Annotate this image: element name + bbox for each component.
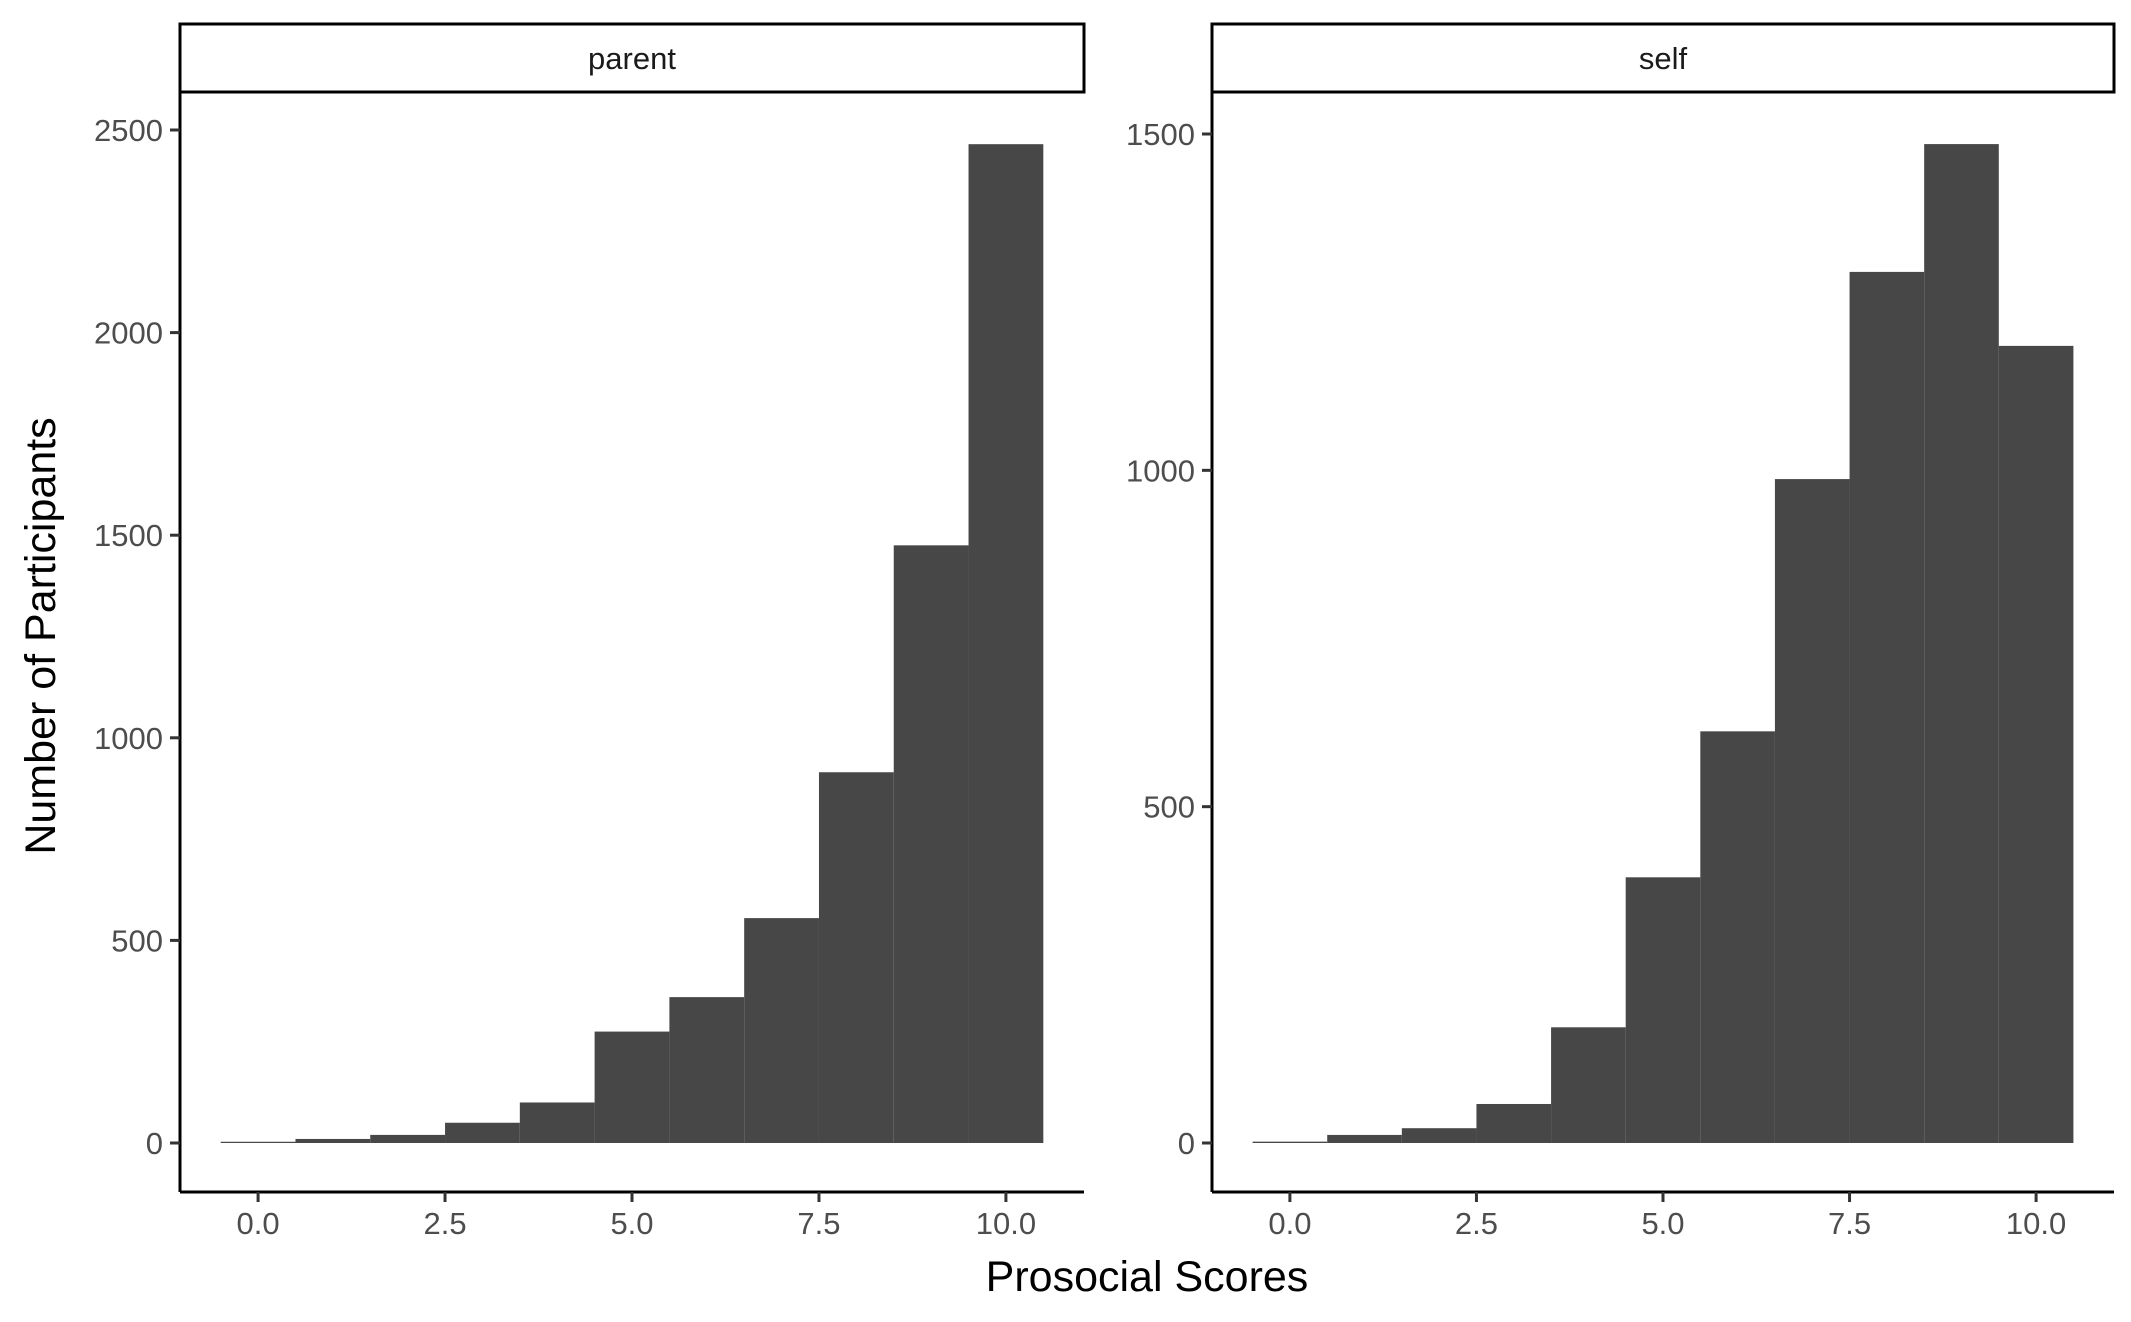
x-tick-label: 5.0 xyxy=(1641,1206,1684,1241)
y-tick-label: 1500 xyxy=(94,518,163,553)
histogram-bar xyxy=(1700,731,1775,1143)
x-tick-label: 0.0 xyxy=(1268,1206,1311,1241)
y-tick-label: 2000 xyxy=(94,316,163,351)
x-tick-label: 7.5 xyxy=(797,1206,840,1241)
x-tick-label: 7.5 xyxy=(1828,1206,1871,1241)
histogram-bar xyxy=(968,144,1044,1143)
histogram-bar xyxy=(220,1141,296,1143)
histogram-bar xyxy=(594,1031,670,1143)
x-axis-title: Prosocial Scores xyxy=(986,1253,1309,1301)
y-tick-label: 0 xyxy=(146,1126,163,1161)
y-tick-label: 0 xyxy=(1178,1126,1195,1161)
y-tick-label: 500 xyxy=(111,923,163,958)
histogram-bar xyxy=(1252,1141,1328,1143)
facet-strip xyxy=(178,22,1086,94)
histogram-bar xyxy=(370,1134,446,1143)
histogram-bar xyxy=(744,918,819,1143)
histogram-bar xyxy=(1625,877,1701,1143)
x-tick-label: 10.0 xyxy=(976,1206,1036,1241)
y-tick-label: 1000 xyxy=(94,721,163,756)
histogram-bar xyxy=(519,1102,595,1143)
facet-strip xyxy=(1210,22,2116,94)
facet-strip-label: parent xyxy=(588,41,676,76)
histogram-bar xyxy=(1849,271,1925,1143)
facet-panel-self: self 0 500 1000 1500 0.0 2.5 5.0 7.5 10.0 xyxy=(1126,22,2116,1241)
histogram-bar xyxy=(1551,1027,1626,1143)
histogram-bar xyxy=(1774,479,1850,1143)
histogram-bar xyxy=(1327,1134,1402,1143)
facet-panel-parent: parent 0 500 1000 1500 2000 2500 0.0 2.5 5.0 7.5 10… xyxy=(94,22,1086,1241)
x-tick-label: 2.5 xyxy=(1455,1206,1498,1241)
histogram-bar xyxy=(295,1138,371,1143)
y-tick-label: 500 xyxy=(1143,790,1195,825)
x-tick-label: 2.5 xyxy=(423,1206,466,1241)
histogram-bar xyxy=(1924,144,1999,1144)
y-tick-label: 2500 xyxy=(94,113,163,148)
histogram-bar xyxy=(669,997,745,1143)
y-tick-label: 1000 xyxy=(1126,453,1195,488)
y-axis-title: Number of Participants xyxy=(17,417,65,854)
histogram-bar xyxy=(1998,345,2074,1143)
histogram-bar xyxy=(1476,1103,1552,1143)
x-tick-label: 10.0 xyxy=(2006,1206,2066,1241)
x-tick-label: 5.0 xyxy=(610,1206,653,1241)
histogram-bar xyxy=(893,545,969,1143)
histogram-bar xyxy=(445,1122,520,1143)
x-tick-label: 0.0 xyxy=(237,1206,280,1241)
y-tick-label: 1500 xyxy=(1126,117,1195,152)
histogram-bar xyxy=(818,772,894,1143)
histogram-bar xyxy=(1401,1128,1477,1143)
facet-strip-label: self xyxy=(1639,41,1688,76)
